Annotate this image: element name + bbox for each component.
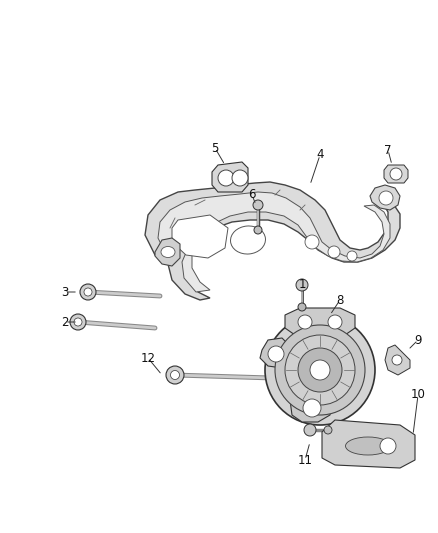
- Circle shape: [74, 318, 82, 326]
- Text: 8: 8: [336, 294, 344, 306]
- Circle shape: [380, 438, 396, 454]
- Circle shape: [347, 251, 357, 261]
- Circle shape: [296, 279, 308, 291]
- Circle shape: [310, 360, 330, 380]
- Text: 6: 6: [248, 189, 256, 201]
- Text: 9: 9: [414, 334, 422, 346]
- Circle shape: [70, 314, 86, 330]
- Ellipse shape: [346, 437, 391, 455]
- Circle shape: [84, 288, 92, 296]
- Circle shape: [304, 424, 316, 436]
- Polygon shape: [384, 165, 408, 183]
- Polygon shape: [172, 215, 228, 258]
- Text: 10: 10: [410, 389, 425, 401]
- Polygon shape: [370, 185, 400, 210]
- Polygon shape: [212, 162, 248, 192]
- Text: 11: 11: [297, 454, 312, 466]
- Circle shape: [298, 348, 342, 392]
- Circle shape: [166, 366, 184, 384]
- Circle shape: [80, 284, 96, 300]
- Text: 7: 7: [384, 143, 392, 157]
- Polygon shape: [158, 192, 390, 292]
- Circle shape: [232, 170, 248, 186]
- Ellipse shape: [230, 226, 265, 254]
- Circle shape: [298, 315, 312, 329]
- Polygon shape: [145, 182, 400, 300]
- Circle shape: [253, 200, 263, 210]
- Circle shape: [324, 426, 332, 434]
- Text: 12: 12: [141, 351, 155, 365]
- Polygon shape: [290, 392, 332, 422]
- Circle shape: [170, 370, 180, 379]
- Circle shape: [254, 226, 262, 234]
- Circle shape: [298, 303, 306, 311]
- Polygon shape: [285, 308, 355, 335]
- Circle shape: [285, 335, 355, 405]
- Circle shape: [379, 191, 393, 205]
- Text: 2: 2: [61, 316, 69, 328]
- Text: 5: 5: [211, 141, 219, 155]
- Polygon shape: [260, 338, 290, 368]
- Circle shape: [305, 235, 319, 249]
- Circle shape: [328, 315, 342, 329]
- Circle shape: [218, 170, 234, 186]
- Polygon shape: [322, 420, 415, 468]
- Text: 1: 1: [298, 279, 306, 292]
- Circle shape: [265, 315, 375, 425]
- Circle shape: [328, 246, 340, 258]
- Text: 4: 4: [316, 149, 324, 161]
- Ellipse shape: [161, 246, 175, 257]
- Polygon shape: [385, 345, 410, 375]
- Circle shape: [275, 325, 365, 415]
- Text: 3: 3: [61, 286, 69, 298]
- Circle shape: [390, 168, 402, 180]
- Circle shape: [392, 355, 402, 365]
- Circle shape: [303, 399, 321, 417]
- Polygon shape: [155, 238, 180, 266]
- Circle shape: [268, 346, 284, 362]
